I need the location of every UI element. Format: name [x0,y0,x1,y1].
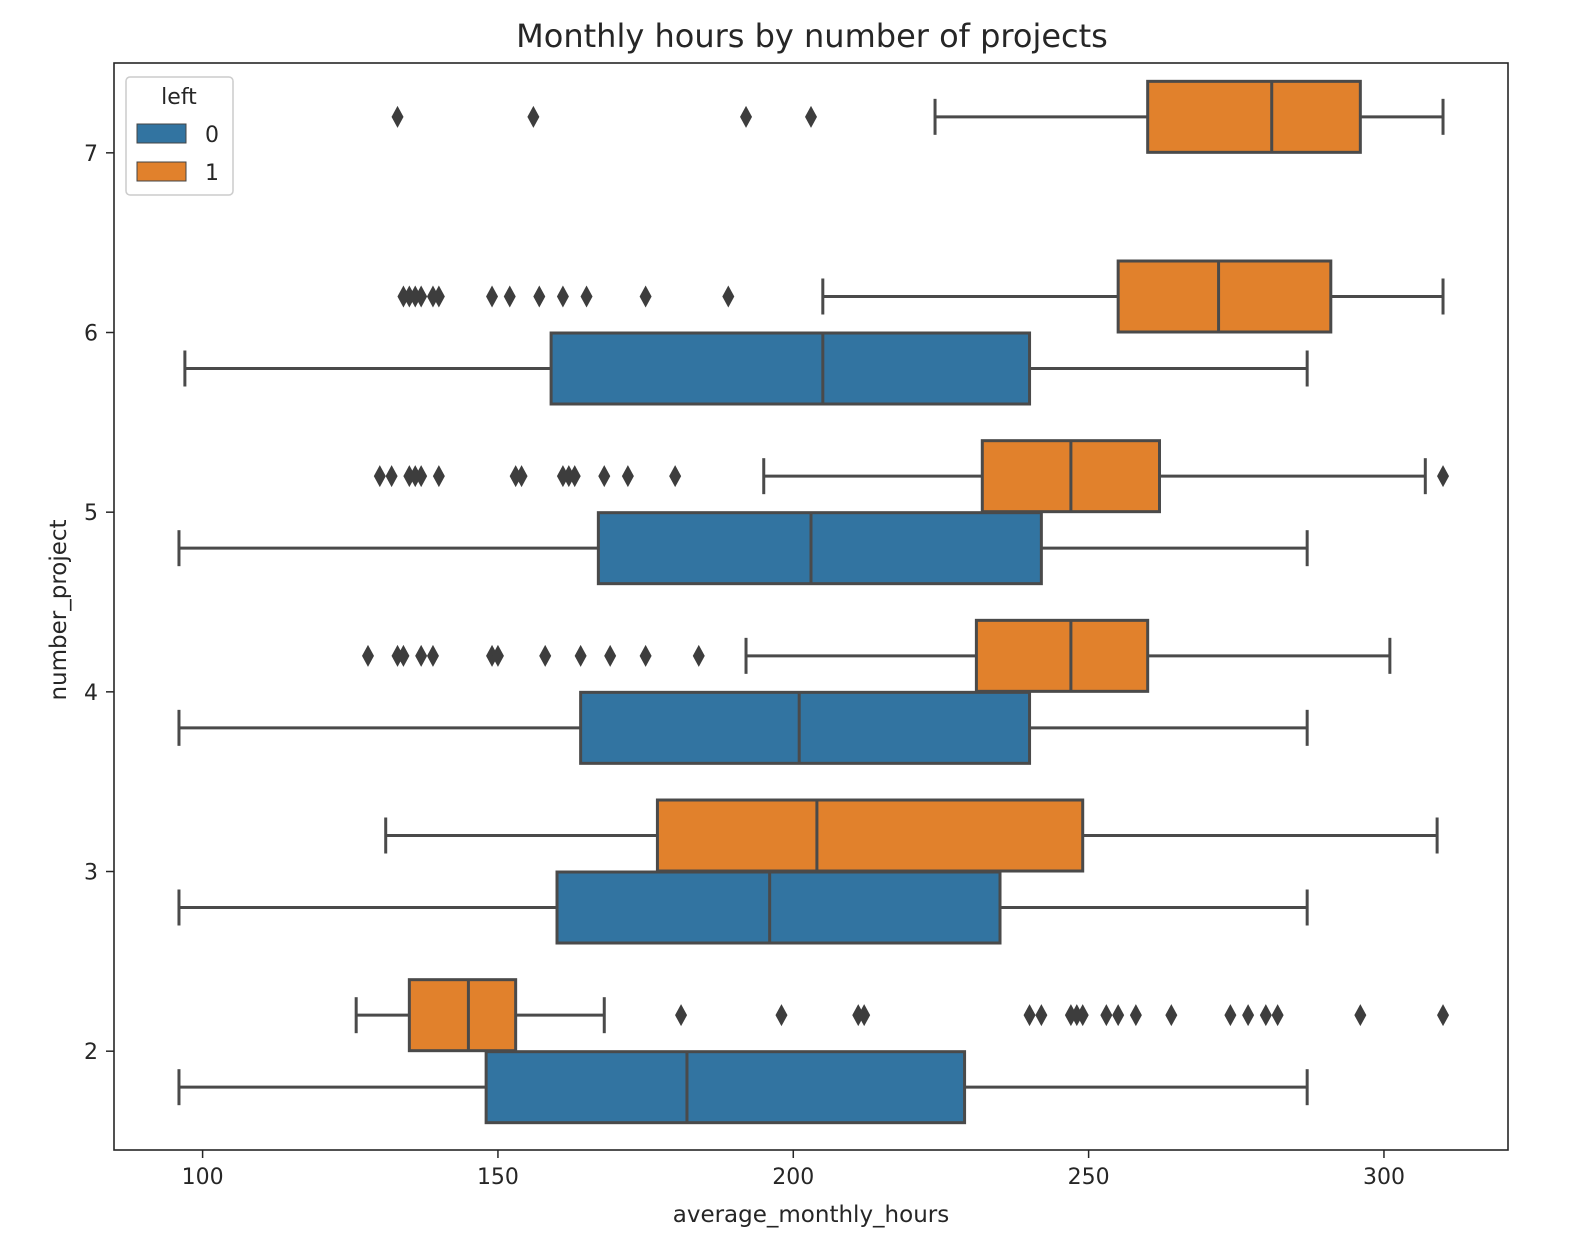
outlier-point [385,465,398,488]
outlier-point [556,285,569,308]
outlier-point [568,465,581,488]
box-1-3 [384,798,1439,873]
box-0-4 [177,690,1309,765]
outlier-point [574,644,587,667]
outlier-point [432,285,445,308]
outlier-point [639,285,652,308]
outlier-point [858,1004,871,1027]
outlier-point [1259,1004,1272,1027]
outlier-point [415,285,428,308]
iqr-box [484,1050,967,1125]
y-tick-label: 3 [84,861,98,886]
outlier-point [533,285,546,308]
outlier-point [598,465,611,488]
x-tick-label: 300 [1363,1165,1405,1190]
outlier-point [415,465,428,488]
y-tick-label: 4 [84,681,98,706]
box-1-5 [373,439,1450,514]
iqr-box [596,511,1043,586]
outlier-point [580,285,593,308]
x-tick-label: 150 [477,1165,519,1190]
outlier-point [503,285,516,308]
box-0-5 [177,511,1309,586]
iqr-box [1146,79,1362,154]
box-0-6 [183,331,1309,406]
outlier-point [391,105,404,128]
iqr-box [407,978,518,1053]
axis-ticks: 100 150 200 250 300 2 3 4 5 6 7 [84,142,1405,1190]
outlier-point [740,105,753,128]
outlier-point [1242,1004,1255,1027]
outlier-point [397,644,410,667]
box-1-4 [361,618,1392,693]
iqr-box [579,690,1032,765]
legend: left 0 1 [125,76,234,196]
x-axis-label: average_monthly_hours [673,1202,949,1228]
legend-swatch-1 [136,161,187,182]
iqr-box [655,798,1085,873]
outlier-point [539,644,552,667]
outlier-point [621,465,634,488]
box-0-3 [177,870,1309,945]
x-tick-label: 100 [182,1165,224,1190]
iqr-box [555,870,1002,945]
outlier-point [432,465,445,488]
outlier-point [1224,1004,1237,1027]
outlier-point [1437,465,1450,488]
outlier-point [639,644,652,667]
outlier-point [527,105,540,128]
iqr-box [974,618,1150,693]
plot-area [113,62,1509,1151]
outlier-point [1354,1004,1367,1027]
box-1-6 [397,259,1445,334]
outlier-point [1112,1004,1125,1027]
outlier-point [426,644,439,667]
y-tick-label: 5 [84,501,98,526]
outlier-point [805,105,817,128]
y-axis-label: number_project [46,519,72,700]
box-1-2 [354,978,1450,1053]
outlier-point [373,465,386,488]
outlier-point [775,1004,788,1027]
outlier-point [692,644,705,667]
legend-label-0: 0 [205,123,219,148]
chart-title: Monthly hours by number of projects [516,17,1108,55]
outlier-point [1035,1004,1048,1027]
plot-frame [113,62,1509,1151]
legend-label-1: 1 [205,161,219,186]
box-0-2 [177,1050,1309,1125]
y-tick-label: 7 [84,142,98,167]
outlier-point [722,285,735,308]
legend-title: left [161,85,197,110]
outlier-point [1165,1004,1178,1027]
outlier-point [1437,1004,1450,1027]
y-tick-label: 6 [84,322,98,347]
outlier-point [669,465,682,488]
outlier-point [486,285,499,308]
outlier-point [1023,1004,1036,1027]
iqr-box [1116,259,1333,334]
x-tick-label: 250 [1068,1165,1110,1190]
outlier-point [515,465,528,488]
iqr-box [549,331,1032,406]
outlier-point [1271,1004,1284,1027]
outlier-point [491,644,504,667]
legend-swatch-0 [136,123,187,144]
outlier-point [675,1004,688,1027]
outlier-point [361,644,374,667]
outlier-point [1100,1004,1113,1027]
outlier-point [604,644,617,667]
outlier-point [415,644,428,667]
y-tick-label: 2 [84,1040,98,1065]
outlier-point [1129,1004,1142,1027]
box-1-7 [391,79,1445,154]
x-tick-label: 200 [772,1165,814,1190]
outlier-point [1076,1004,1089,1027]
